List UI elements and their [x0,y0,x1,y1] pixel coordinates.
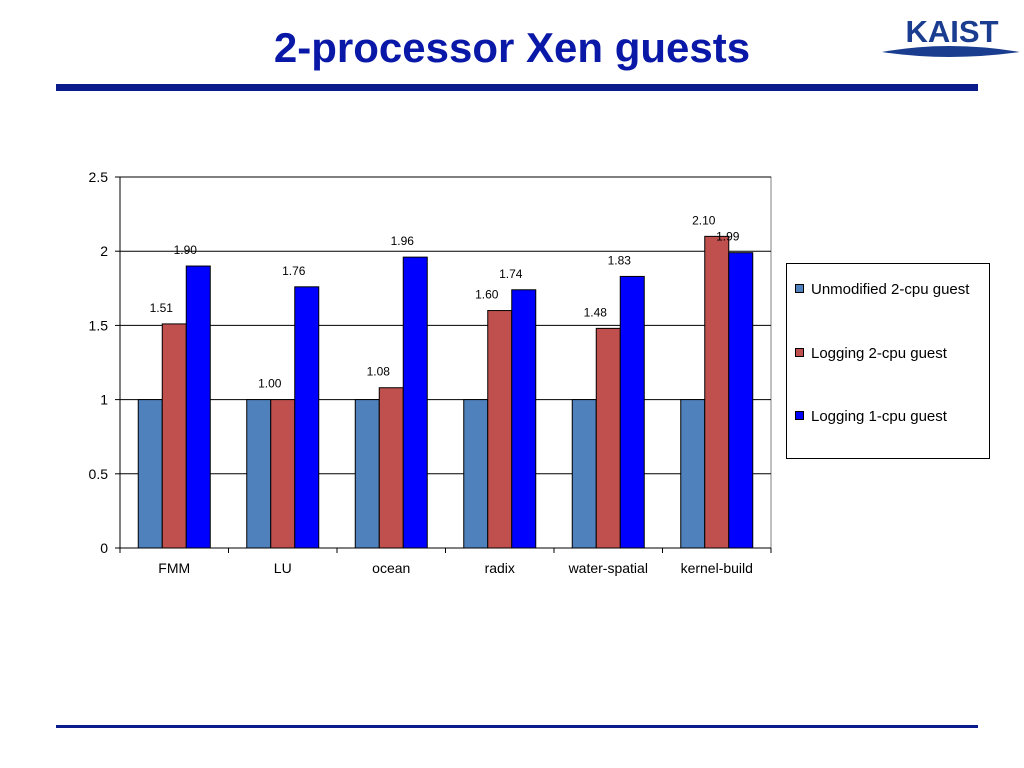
legend-swatch-logging-2cpu [795,348,804,357]
bar [185,265,211,549]
data-label: 1.48 [584,305,608,319]
y-tick-label: 1 [100,392,108,408]
y-tick-label: 0.5 [89,466,109,482]
x-tick-label: kernel-build [681,560,753,576]
data-label: 1.83 [608,253,632,267]
bar [619,275,645,549]
data-label: 1.96 [391,234,415,248]
bar [680,399,706,549]
y-tick-label: 1.5 [89,317,109,333]
bar [728,252,754,549]
footer-rule [56,725,978,728]
data-label: 1.60 [475,288,499,302]
bar [704,235,730,549]
bar [402,256,428,549]
y-tick-label: 0 [100,540,108,556]
bar [161,323,187,549]
data-label: 1.00 [258,377,282,391]
bar [270,399,296,549]
x-tick-label: radix [485,560,515,576]
slide-title: 2-processor Xen guests [273,24,751,71]
plot-area [119,176,772,549]
bar [487,310,513,549]
bar [354,399,380,549]
data-label: 1.99 [716,230,740,244]
bar [595,327,621,549]
data-label: 1.51 [150,301,174,315]
data-label: 1.90 [174,243,198,257]
legend-label-unmodified: Unmodified 2-cpu guest [811,281,970,298]
x-tick-label: water-spatial [568,560,648,576]
y-axis-label: Normalized runtime [48,263,73,455]
x-tick-label: LU [274,560,292,576]
y-tick-label: 2.5 [89,169,109,185]
data-label: 2.10 [692,213,716,227]
legend-swatch-unmodified [795,284,804,293]
bar [511,289,537,549]
data-label: 1.08 [367,365,391,379]
y-tick-label: 2 [100,243,108,259]
bar [571,399,597,549]
x-tick-label: ocean [372,560,410,576]
legend-label-logging-1cpu: Logging 1-cpu guest [811,408,947,425]
bar [294,286,320,549]
data-label: 1.76 [282,264,306,278]
bar [137,399,163,549]
bar [378,387,404,549]
data-label: 1.74 [499,267,523,281]
bar [463,399,489,549]
legend-label-logging-2cpu: Logging 2-cpu guest [811,345,947,362]
legend-swatch-logging-1cpu [795,411,804,420]
chart-legend: Unmodified 2-cpu guest Logging 2-cpu gue… [786,263,990,459]
logo-text: KAIST [906,14,999,49]
x-tick-label: FMM [158,560,190,576]
kaist-logo: KAIST [882,14,1020,57]
logo-swoosh [882,46,1020,57]
bar [246,399,272,549]
title-underline [56,84,978,91]
